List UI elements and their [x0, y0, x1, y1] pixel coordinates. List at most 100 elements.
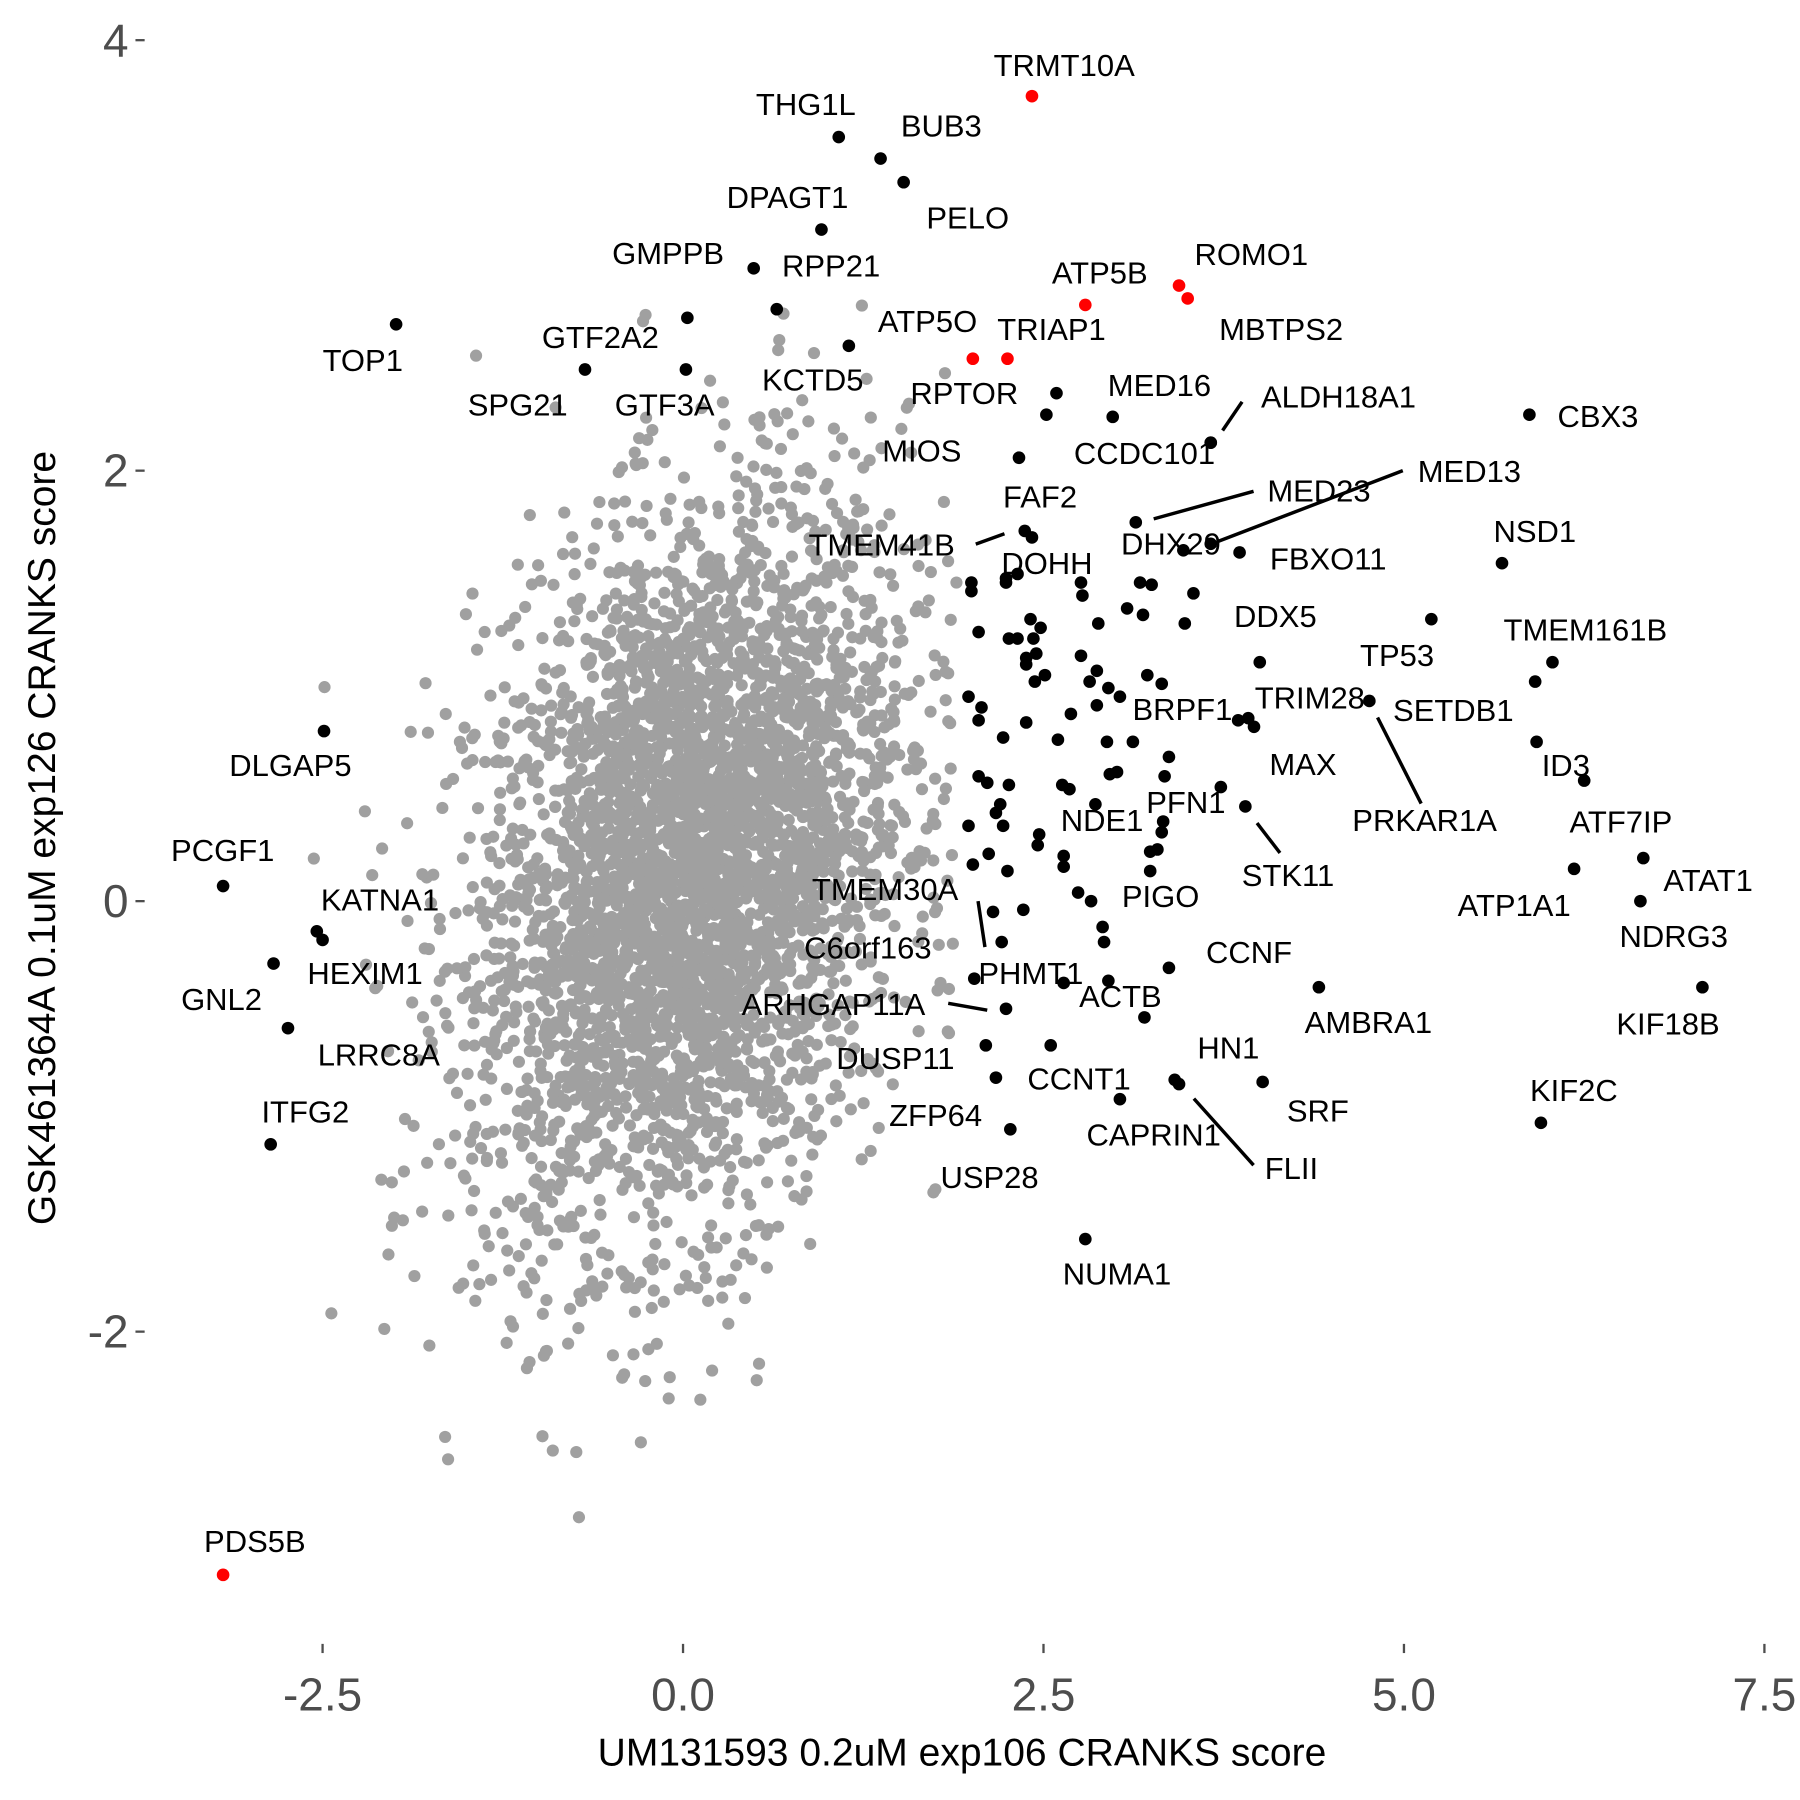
background-gene-point [738, 662, 752, 675]
background-gene-point [628, 1305, 641, 1318]
background-gene-point [694, 964, 707, 977]
background-gene-point [658, 1007, 671, 1021]
background-gene-point [639, 1101, 652, 1114]
gene-label: DUSP11 [836, 1041, 954, 1076]
hit-gene-point [1011, 567, 1024, 581]
background-gene-point [827, 632, 840, 645]
background-gene-point [722, 1317, 735, 1330]
gene-label: BUB3 [901, 109, 982, 144]
background-gene-point [567, 984, 580, 997]
background-gene-point [885, 819, 899, 832]
background-gene-point [525, 578, 538, 591]
background-gene-point [633, 1039, 646, 1052]
background-gene-point [615, 977, 628, 991]
background-gene-point [785, 1154, 798, 1167]
background-gene-point [854, 747, 867, 760]
background-gene-point [628, 1131, 641, 1144]
background-gene-point [512, 1250, 525, 1263]
background-gene-point [644, 1033, 657, 1046]
background-gene-point [655, 1030, 668, 1043]
background-gene-point [521, 761, 535, 774]
background-gene-point [732, 502, 745, 515]
background-gene-point [558, 783, 571, 796]
background-gene-point [729, 1032, 743, 1045]
background-gene-point [507, 978, 521, 991]
background-gene-point [424, 897, 438, 910]
background-gene-point [528, 1087, 541, 1100]
background-gene-point [873, 566, 886, 579]
background-gene-point [851, 505, 864, 518]
background-gene-point [713, 1076, 726, 1089]
background-gene-point [795, 1073, 808, 1086]
hit-gene-point [1312, 980, 1326, 994]
hit-gene-point [965, 584, 978, 598]
background-gene-point [618, 815, 631, 828]
background-gene-point [647, 1219, 660, 1232]
background-gene-point [796, 1022, 809, 1035]
background-gene-point [740, 1188, 753, 1201]
background-gene-point [658, 586, 671, 599]
background-gene-point [609, 587, 622, 600]
hit-gene-point [1143, 864, 1157, 878]
background-gene-point [665, 876, 678, 889]
background-gene-point [840, 743, 853, 756]
background-gene-point [566, 531, 579, 544]
background-gene-point [440, 1019, 454, 1032]
y-tick-label: 4 [103, 14, 129, 66]
background-gene-point [612, 1112, 625, 1125]
background-gene-point [504, 951, 517, 964]
background-gene-point [793, 878, 806, 891]
background-gene-point [677, 1052, 690, 1065]
hit-gene-point [216, 879, 230, 893]
background-gene-point [668, 620, 681, 633]
background-gene-point [912, 674, 925, 688]
background-gene-point [601, 804, 614, 817]
background-gene-point [603, 1157, 616, 1170]
background-gene-point [583, 657, 596, 670]
background-gene-point [844, 698, 857, 711]
background-gene-point [575, 763, 588, 776]
background-gene-point [610, 612, 623, 625]
background-gene-point [881, 771, 894, 784]
background-gene-point [758, 1020, 771, 1034]
background-gene-point [641, 433, 654, 446]
background-gene-point [873, 818, 886, 831]
background-gene-point [656, 1123, 670, 1137]
background-gene-point [842, 585, 855, 598]
background-gene-point [912, 559, 925, 573]
background-gene-point [793, 995, 806, 1008]
background-gene-point [533, 1223, 546, 1237]
background-gene-point [589, 1164, 602, 1177]
gene-label: GNL2 [181, 982, 262, 1017]
background-gene-point [829, 851, 842, 864]
background-gene-point [307, 852, 320, 865]
background-gene-point [751, 667, 764, 680]
background-gene-point [610, 603, 623, 616]
gene-label: SRF [1287, 1094, 1349, 1129]
background-gene-point [705, 1219, 718, 1232]
gene-label: PHMT1 [978, 956, 1083, 991]
background-gene-point [777, 586, 790, 600]
background-gene-point [766, 515, 780, 528]
background-gene-point [763, 934, 776, 947]
background-gene-point [716, 1127, 729, 1140]
background-gene-point [586, 670, 600, 683]
background-gene-point [525, 702, 538, 715]
background-gene-point [860, 372, 873, 385]
highlight-gene-point [1181, 292, 1194, 305]
background-gene-point [482, 1240, 495, 1253]
background-gene-point [576, 1017, 589, 1030]
background-gene-point [734, 571, 747, 585]
background-gene-point [842, 946, 855, 959]
background-gene-point [662, 1168, 675, 1181]
background-gene-point [663, 813, 676, 826]
background-gene-point [466, 587, 479, 600]
background-gene-point [781, 407, 794, 420]
background-gene-point [772, 1220, 785, 1233]
background-gene-point [704, 810, 717, 823]
background-gene-point [667, 1178, 680, 1191]
highlight-gene-point [1172, 279, 1186, 292]
background-gene-point [899, 995, 912, 1008]
background-gene-point [456, 992, 469, 1005]
gene-label: MIOS [882, 433, 961, 468]
